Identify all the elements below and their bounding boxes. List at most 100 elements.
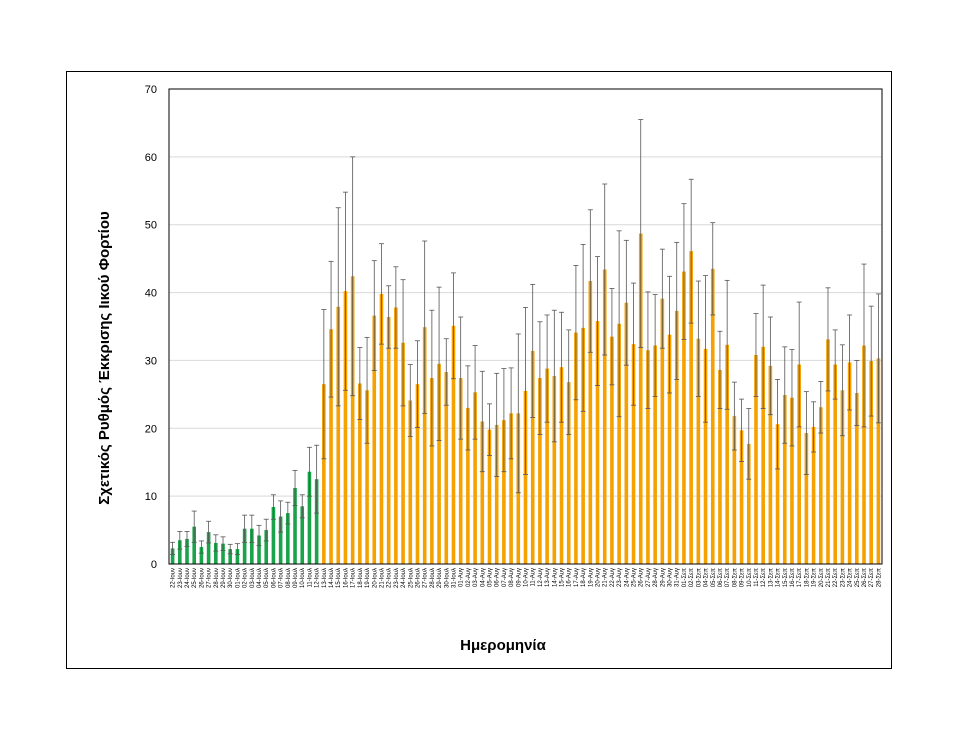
bar	[739, 430, 744, 564]
x-tick-label: 21-Ιουλ	[379, 568, 385, 588]
error-bar	[256, 524, 262, 547]
error-bar	[566, 329, 572, 435]
x-tick-label: 16-Αυγ	[567, 568, 573, 587]
error-bars	[170, 119, 881, 555]
error-bar	[242, 514, 248, 543]
x-tick-label: 13-Αυγ	[545, 568, 551, 587]
x-tick-label: 26-Αυγ	[639, 568, 645, 587]
x-tick-label: 15-Ιουλ	[336, 568, 342, 588]
x-tick-label: 17-Ιουλ	[351, 568, 357, 588]
error-bar	[335, 207, 341, 407]
x-tick-label: 18-Ιουλ	[358, 568, 364, 588]
bar	[754, 355, 758, 564]
error-bar	[523, 307, 528, 475]
x-tick-label: 20-Ιουλ	[372, 568, 378, 588]
x-tick-label: 07-Ιουλ	[279, 568, 285, 588]
error-bar	[875, 293, 881, 424]
bar	[206, 532, 211, 564]
bar	[530, 350, 535, 564]
error-bar	[443, 338, 449, 406]
x-tick-label: 13-Σεπ	[768, 568, 774, 587]
y-tick-label: 70	[145, 84, 157, 96]
y-tick-labels: 0 10 20 30 40 50 60 70	[145, 84, 157, 571]
bar	[494, 424, 499, 564]
bar	[458, 378, 463, 564]
error-bar	[839, 344, 845, 437]
x-tick-label: 26-Σεπ	[862, 568, 868, 587]
error-bar	[796, 301, 802, 428]
bar	[595, 321, 600, 564]
error-bar	[775, 379, 781, 470]
bar	[430, 378, 434, 564]
error-bar	[695, 280, 701, 397]
error-bar	[760, 284, 766, 410]
error-bar	[753, 313, 759, 397]
error-bar	[321, 309, 327, 460]
x-axis-title: Ημερομηνία	[460, 637, 546, 654]
bar	[732, 416, 737, 564]
bar	[790, 397, 794, 564]
error-bar	[631, 282, 637, 406]
bar	[746, 443, 751, 564]
x-tick-label: 14-Αυγ	[552, 568, 558, 587]
bar	[257, 535, 261, 564]
x-tick-label: 14-Σεπ	[776, 568, 782, 587]
x-tick-label: 29-Ιουλ	[437, 568, 443, 588]
x-tick-label: 06-Σεπ	[718, 568, 724, 587]
error-bar	[782, 346, 788, 444]
x-tick-label: 21-Σεπ	[826, 568, 832, 587]
error-bar	[825, 287, 831, 392]
bar	[221, 543, 225, 564]
error-bar	[263, 518, 269, 542]
error-bar	[436, 286, 442, 441]
bar	[718, 369, 722, 564]
x-tick-label: 13-Ιουλ	[322, 568, 328, 588]
bar	[235, 549, 240, 564]
bar	[574, 332, 578, 564]
error-bar	[306, 446, 312, 497]
bar	[250, 528, 254, 564]
error-bar	[623, 239, 629, 366]
y-axis-title: Σχετικός Ρυθμός Έκκρισης Ιικού Φορτίου	[96, 211, 113, 505]
x-tick-label: 30-Ιουλ	[444, 568, 450, 588]
bar	[804, 433, 809, 564]
error-bar	[184, 531, 190, 547]
bar	[624, 302, 629, 564]
error-bar	[530, 284, 536, 418]
bar	[617, 323, 621, 564]
error-bar	[508, 367, 514, 460]
error-bar	[342, 191, 348, 391]
bar	[502, 420, 506, 564]
bars	[170, 233, 881, 565]
error-bar	[832, 329, 838, 400]
x-tick-label: 03-Ιουλ	[250, 568, 256, 588]
x-tick-label: 17-Αυγ	[574, 568, 580, 587]
x-tick-label: 21-Αυγ	[603, 568, 609, 587]
bar	[444, 371, 449, 564]
bar	[300, 506, 305, 564]
x-tick-label: 29-Αυγ	[660, 568, 666, 587]
error-bar	[703, 275, 709, 423]
x-tick-label: 25-Σεπ	[855, 568, 861, 587]
bar	[559, 367, 564, 564]
error-bar	[854, 360, 860, 426]
bar	[581, 327, 585, 564]
bar	[242, 528, 247, 564]
bar	[379, 293, 384, 564]
x-tick-label: 29-Ιουν	[221, 568, 227, 588]
error-bar	[472, 345, 478, 440]
error-bar	[847, 314, 853, 411]
error-bar	[400, 279, 406, 407]
bar	[343, 291, 348, 564]
bar	[725, 344, 729, 564]
error-bar	[645, 291, 651, 410]
x-tick-label: 23-Ιουν	[178, 568, 184, 588]
error-bar	[861, 263, 867, 428]
bar	[307, 471, 312, 564]
x-tick-label: 15-Αυγ	[560, 568, 566, 587]
y-tick-label: 30	[145, 355, 157, 367]
error-bar	[746, 408, 752, 480]
error-bar	[292, 469, 298, 507]
bar	[775, 424, 780, 564]
x-tick-label: 01-Σεπ	[682, 568, 688, 587]
